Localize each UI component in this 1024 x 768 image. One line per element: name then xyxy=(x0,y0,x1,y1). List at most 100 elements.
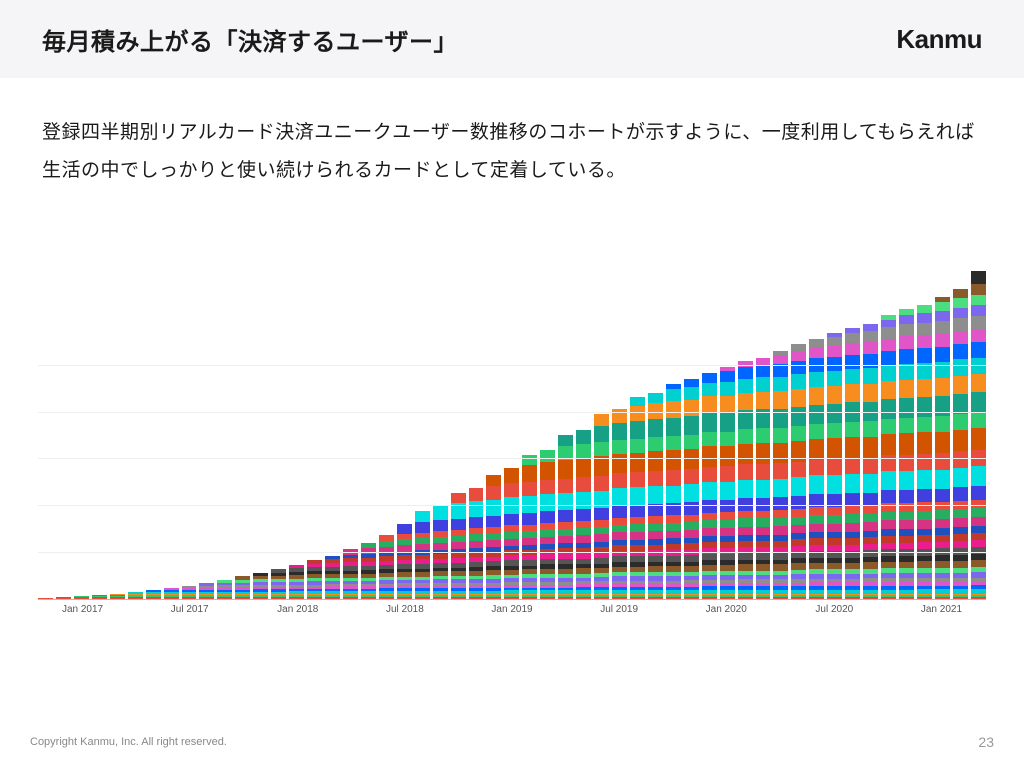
bar-segment xyxy=(881,434,896,455)
bar-segment xyxy=(773,355,788,364)
bar-segment xyxy=(469,534,484,541)
bar-segment xyxy=(935,542,950,549)
bar-segment xyxy=(917,561,932,568)
bar-segment xyxy=(827,507,842,515)
bar-segment xyxy=(486,516,501,527)
bar-segment xyxy=(953,414,968,429)
gridline xyxy=(38,505,986,506)
bar-segment xyxy=(702,432,717,447)
bar-segment xyxy=(648,451,663,471)
bar-segment xyxy=(917,379,932,397)
bar-segment xyxy=(773,518,788,526)
bar-segment xyxy=(684,502,699,515)
gridline xyxy=(38,552,986,553)
bar-segment xyxy=(433,598,448,599)
bar-segment xyxy=(971,517,986,526)
bar-segment xyxy=(971,486,986,500)
bar-segment xyxy=(630,487,645,504)
bar-segment xyxy=(612,423,627,440)
bar-segment xyxy=(827,438,842,459)
bar-segment xyxy=(666,389,681,401)
bar xyxy=(630,397,645,599)
bar-segment xyxy=(433,520,448,531)
bar-segment xyxy=(809,387,824,405)
bar-segment xyxy=(486,486,501,500)
bar-segment xyxy=(756,511,771,519)
bar-segment xyxy=(773,377,788,392)
bar-segment xyxy=(720,413,735,432)
bar-segment xyxy=(612,506,627,518)
bar-segment xyxy=(773,479,788,497)
bar-segment xyxy=(899,549,914,556)
bar xyxy=(756,358,771,599)
bar-segment xyxy=(863,458,878,474)
bar xyxy=(738,361,753,599)
bar-segment xyxy=(917,323,932,335)
bar-segment xyxy=(702,383,717,396)
x-axis-label: Jan 2017 xyxy=(62,604,103,615)
bar-segment xyxy=(702,520,717,528)
bar-segment xyxy=(881,366,896,382)
bar-segment xyxy=(863,437,878,458)
bar-segment xyxy=(917,520,932,529)
bar xyxy=(953,289,968,599)
bar xyxy=(540,450,555,599)
bar-segment xyxy=(540,462,555,480)
bar-segment xyxy=(827,475,842,493)
bar-segment xyxy=(971,500,986,508)
bar-segment xyxy=(433,506,448,520)
bar-segment xyxy=(971,329,986,343)
bar-segment xyxy=(558,529,573,536)
bar-segment xyxy=(522,598,537,599)
bar-segment xyxy=(917,511,932,520)
bar-segment xyxy=(935,416,950,431)
bar-segment xyxy=(881,490,896,503)
bar xyxy=(92,595,107,599)
bar-segment xyxy=(702,500,717,513)
description-text: 登録四半期別リアルカード決済ユニークユーザー数推移のコホートが示すように、一度利… xyxy=(0,78,1024,210)
bar xyxy=(415,511,430,599)
bar-segment xyxy=(917,598,932,599)
bar-segment xyxy=(881,536,896,543)
bar-segment xyxy=(594,476,609,491)
bar-segment xyxy=(684,379,699,387)
bar-segment xyxy=(971,598,986,599)
bar-segment xyxy=(612,440,627,454)
bar-segment xyxy=(504,514,519,525)
bar-segment xyxy=(935,311,950,321)
bar-segment xyxy=(971,508,986,517)
bar-segment xyxy=(397,524,412,534)
bar-segment xyxy=(576,430,591,445)
bar-segment xyxy=(935,432,950,454)
bar-segment xyxy=(648,531,663,539)
bar xyxy=(522,455,537,599)
bar-segment xyxy=(953,344,968,359)
bar-segment xyxy=(702,513,717,521)
bar-segment xyxy=(612,454,627,474)
bar-segment xyxy=(110,598,125,599)
bar-segment xyxy=(738,367,753,378)
x-axis-label: Jul 2017 xyxy=(171,604,209,615)
bar-segment xyxy=(917,542,932,549)
bar-segment xyxy=(881,549,896,556)
bar-segment xyxy=(971,428,986,450)
bar-segment xyxy=(504,539,519,546)
bar-segment xyxy=(756,365,771,377)
bar-segment xyxy=(881,543,896,550)
bar-segment xyxy=(702,482,717,500)
bar-segment xyxy=(738,527,753,535)
bar-segment xyxy=(702,373,717,383)
bar-segment xyxy=(594,508,609,520)
bar-segment xyxy=(971,316,986,329)
bar xyxy=(325,556,340,599)
bar-segment xyxy=(666,515,681,522)
bar-segment xyxy=(953,518,968,527)
bar-segment xyxy=(845,598,860,599)
bar-segment xyxy=(522,513,537,524)
bar-segment xyxy=(738,480,753,498)
bar-segment xyxy=(971,342,986,357)
bar-segment xyxy=(253,598,268,599)
bar-segment xyxy=(504,468,519,483)
bar-segment xyxy=(971,305,986,316)
bar xyxy=(164,588,179,599)
